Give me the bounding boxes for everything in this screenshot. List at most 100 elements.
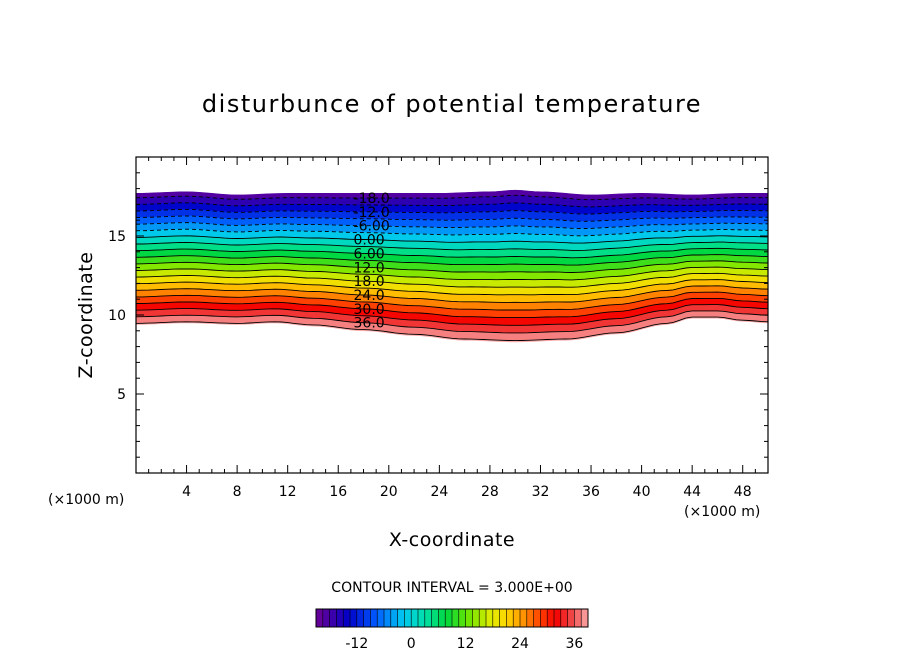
contour-label: 12.0 xyxy=(354,260,385,276)
x-tick-label: 44 xyxy=(683,484,701,500)
contour-label: -18.0 xyxy=(354,191,390,207)
contour-line xyxy=(136,247,769,259)
contour-line xyxy=(135,285,769,303)
x-tick-label: 28 xyxy=(481,484,499,500)
x-tick-label: 24 xyxy=(430,484,448,500)
colorbar-swatch xyxy=(574,609,582,627)
contour-line xyxy=(136,194,768,201)
colorbar-tick-label: 24 xyxy=(511,636,529,652)
chart-title: disturbunce of potential temperature xyxy=(202,90,702,118)
colorbar-swatch xyxy=(560,609,568,627)
colorbar-swatch xyxy=(492,609,500,627)
colorbar-swatch xyxy=(526,609,534,627)
colorbar-swatch xyxy=(411,609,419,627)
colorbar-swatch xyxy=(343,609,351,627)
colorbar-swatch xyxy=(499,609,507,627)
x-axis-label: X-coordinate xyxy=(389,529,515,551)
colorbar-swatch xyxy=(452,609,460,627)
contour-line xyxy=(136,291,769,311)
x-unit-right: (×1000 m) xyxy=(684,504,760,520)
contour-line xyxy=(135,228,769,237)
contour-line xyxy=(135,316,769,342)
colorbar-tick-label: 0 xyxy=(407,636,416,652)
colorbar-swatch xyxy=(567,609,575,627)
contour-line xyxy=(135,266,769,281)
x-tick-label: 48 xyxy=(734,484,752,500)
colorbar-swatch xyxy=(513,609,521,627)
y-tick-label: 5 xyxy=(117,387,126,403)
colorbar-swatch xyxy=(445,609,453,627)
colorbar xyxy=(315,608,589,628)
contour-line xyxy=(135,304,769,326)
colorbar-swatch xyxy=(520,609,528,627)
contour-line xyxy=(135,272,769,288)
colorbar-swatch xyxy=(356,609,364,627)
colorbar-swatch xyxy=(336,609,344,627)
contour-label: 18.0 xyxy=(354,274,385,290)
contour-line xyxy=(135,208,769,215)
colorbar-swatch xyxy=(533,609,541,627)
contour-label: 30.0 xyxy=(354,302,385,318)
colorbar-swatch xyxy=(424,609,432,627)
y-tick-label: 10 xyxy=(108,308,126,324)
colorbar-swatch xyxy=(581,609,589,627)
colorbar-swatch xyxy=(390,609,398,627)
contour-label: -6.00 xyxy=(354,219,390,235)
contour-label: 24.0 xyxy=(354,288,385,304)
contour-line xyxy=(136,297,769,319)
colorbar-swatch xyxy=(465,609,473,627)
x-unit-left: (×1000 m) xyxy=(48,492,124,508)
colorbar-swatch xyxy=(363,609,371,627)
colorbar-swatch xyxy=(418,609,426,627)
x-tick-label: 20 xyxy=(380,484,398,500)
contour-interval-text: CONTOUR INTERVAL = 3.000E+00 xyxy=(331,580,572,596)
contour-line xyxy=(135,279,769,296)
colorbar-swatch xyxy=(329,609,337,627)
colorbar-swatch xyxy=(404,609,412,627)
contour-line xyxy=(135,254,769,266)
colorbar-swatch xyxy=(479,609,487,627)
colorbar-swatch xyxy=(547,609,555,627)
contour-label: -12.0 xyxy=(354,205,390,221)
colorbar-swatch xyxy=(397,609,405,627)
contour-label: 0.00 xyxy=(354,233,385,249)
contour-label-group: -18.0-12.0-6.000.006.0012.018.024.030.03… xyxy=(354,191,390,332)
colorbar-swatch xyxy=(384,609,392,627)
x-tick-label: 16 xyxy=(329,484,347,500)
colorbar-swatch xyxy=(316,609,324,627)
colorbar-swatch xyxy=(486,609,494,627)
colorbar-swatch xyxy=(540,609,548,627)
x-tick-label: 36 xyxy=(582,484,600,500)
colorbar-swatch xyxy=(554,609,562,627)
colorbar-frame xyxy=(315,608,589,628)
colorbar-swatch xyxy=(458,609,466,627)
contour-line xyxy=(135,310,769,334)
colorbar-swatch xyxy=(438,609,446,627)
contour-line xyxy=(135,215,769,222)
colorbar-tick-label: 36 xyxy=(565,636,583,652)
x-tick-label: 12 xyxy=(279,484,297,500)
colorbar-tick-label: 12 xyxy=(457,636,475,652)
colorbar-swatch xyxy=(322,609,330,627)
contour-line xyxy=(135,260,769,273)
colorbar-swatch xyxy=(377,609,385,627)
colorbar-swatch xyxy=(506,609,514,627)
x-tick-label: 8 xyxy=(233,484,242,500)
y-axis-label: Z-coordinate xyxy=(75,252,97,379)
x-tick-label: 32 xyxy=(532,484,550,500)
contour-line xyxy=(135,202,768,208)
colorbar-tick-group: -12 0 12 24 36 xyxy=(345,636,583,652)
y-tick-label: 15 xyxy=(108,229,126,245)
contour-line xyxy=(135,222,768,229)
colorbar-swatch xyxy=(370,609,378,627)
contour-label: 6.00 xyxy=(354,246,385,262)
x-tick-label: 4 xyxy=(182,484,191,500)
x-tick-label: 40 xyxy=(633,484,651,500)
colorbar-swatch xyxy=(431,609,439,627)
contour-line xyxy=(136,235,769,244)
contour-line-group xyxy=(135,194,769,342)
colorbar-tick-label: -12 xyxy=(345,636,368,652)
contour-label: 36.0 xyxy=(354,316,385,332)
colorbar-swatch xyxy=(350,609,358,627)
